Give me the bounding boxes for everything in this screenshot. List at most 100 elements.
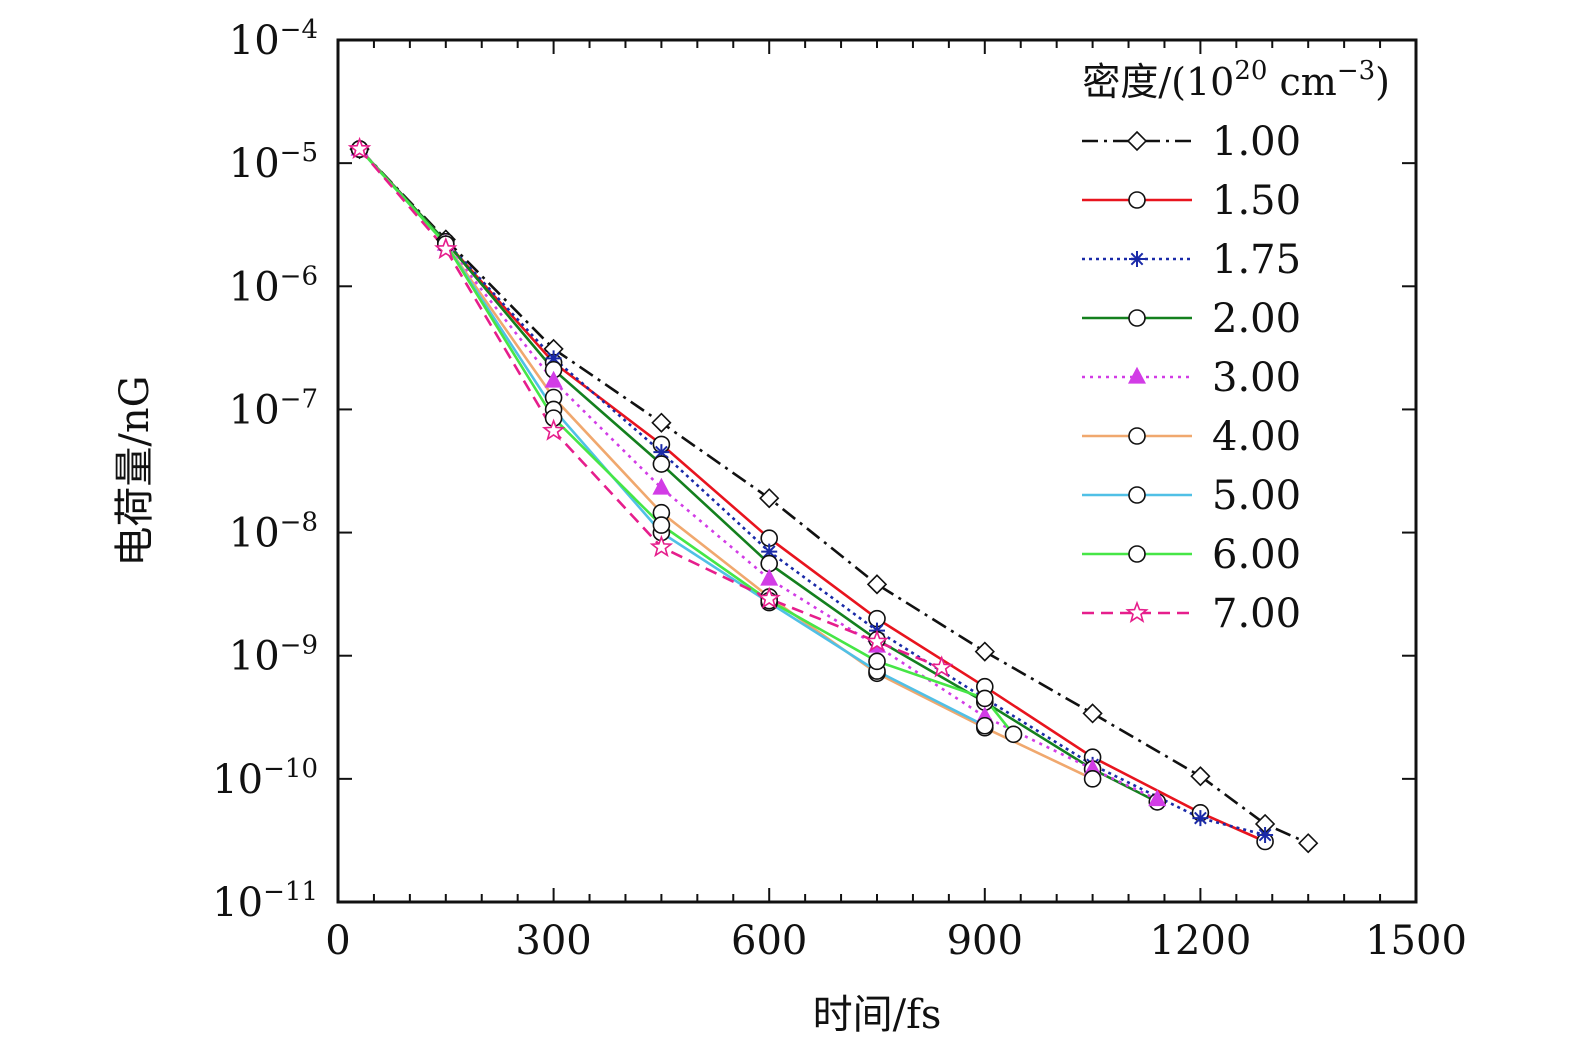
legend-item-1.50: 1.50 — [1082, 178, 1301, 224]
legend-marker — [1128, 191, 1146, 209]
y-tick-base: 10 — [229, 18, 280, 64]
data-point-1.00 — [1082, 703, 1103, 724]
data-point-7.00 — [865, 629, 889, 652]
series-markers-2.00 — [350, 140, 1167, 811]
y-tick-label: 10−10 — [212, 754, 318, 803]
x-tick-label: 600 — [731, 918, 807, 964]
series-7.00 — [358, 148, 943, 669]
legend-label: 1.50 — [1212, 178, 1301, 224]
series-markers-7.00 — [347, 136, 954, 678]
plot-frame — [336, 38, 1418, 904]
data-point-1.00 — [866, 574, 888, 595]
data-point-3.00 — [544, 370, 563, 388]
data-point-7.00 — [541, 418, 566, 441]
series-line-6.00 — [358, 148, 1015, 736]
y-tick-label: 10−5 — [229, 138, 318, 187]
legend-marker — [1128, 486, 1146, 504]
legend-item-7.00: 7.00 — [1082, 591, 1301, 637]
data-point-1.75 — [653, 444, 670, 461]
x-tick-label: 300 — [515, 918, 591, 964]
x-tick-label: 0 — [325, 918, 350, 964]
y-tick-exponent: −7 — [280, 384, 318, 414]
data-point-1.00 — [759, 488, 780, 509]
legend-item-3.00: 3.00 — [1082, 355, 1301, 401]
data-point-1.00 — [651, 412, 672, 433]
x-tick-labels: 0 300 600 900 1200 1500 — [325, 918, 1467, 964]
x-tick-label: 1500 — [1365, 918, 1467, 964]
series-1.75 — [358, 148, 1266, 837]
y-tick-base: 10 — [229, 511, 280, 557]
legend-items: 1.00 1.50 1.75 2.00 3.00 4.00 5.00 6.00 7.00 — [1082, 119, 1301, 637]
data-point-7.00 — [649, 534, 674, 558]
data-point-3.00 — [760, 568, 779, 586]
data-point-6.00 — [975, 689, 994, 708]
data-point-1.75 — [1192, 810, 1209, 827]
legend-item-1.75: 1.75 — [1082, 237, 1301, 283]
y-tick-label: 10−4 — [229, 15, 318, 64]
legend-marker — [1125, 600, 1149, 623]
y-tick-base: 10 — [229, 634, 280, 680]
data-point-1.00 — [1298, 833, 1319, 854]
legend-title: 密度/(1020 cm−3) — [1082, 56, 1390, 104]
series-line-7.00 — [358, 148, 943, 669]
legend-label: 4.00 — [1212, 414, 1301, 460]
series-line-5.00 — [358, 148, 986, 727]
data-point-1.75 — [545, 350, 562, 367]
y-tick-exponent: −8 — [280, 508, 318, 538]
x-tick-label: 900 — [947, 918, 1023, 964]
data-point-6.00 — [652, 516, 671, 534]
data-point-3.00 — [1148, 789, 1167, 807]
series-line-1.00 — [358, 148, 1309, 845]
y-axis-title: 电荷量/nG — [112, 375, 158, 566]
data-point-1.75 — [761, 543, 778, 560]
series-line-1.50 — [358, 148, 1266, 843]
y-tick-label: 10−8 — [229, 508, 318, 557]
data-point-1.00 — [1190, 766, 1211, 787]
data-point-1.00 — [974, 641, 995, 662]
series-2.00 — [358, 148, 1158, 804]
x-tick-label: 1200 — [1150, 918, 1252, 964]
legend-marker — [1126, 130, 1148, 152]
plot-layer — [347, 136, 1319, 854]
legend-label: 3.00 — [1212, 355, 1301, 401]
y-tick-base: 10 — [229, 264, 280, 310]
x-axis-title: 时间/fs — [813, 992, 942, 1038]
legend-label: 1.00 — [1212, 119, 1301, 165]
data-point-7.00 — [929, 655, 954, 678]
legend-label: 5.00 — [1212, 473, 1301, 519]
legend-item-4.00: 4.00 — [1082, 414, 1301, 460]
y-tick-label: 10−7 — [229, 384, 318, 433]
ticks-layer — [337, 39, 1417, 903]
legend-item-6.00: 6.00 — [1082, 532, 1301, 578]
y-tick-exponent: −5 — [280, 138, 318, 168]
data-point-3.00 — [652, 477, 671, 495]
y-tick-label: 10−6 — [229, 261, 318, 310]
series-markers-5.00 — [350, 140, 994, 735]
legend-item-2.00: 2.00 — [1082, 296, 1301, 342]
y-tick-exponent: −11 — [263, 877, 318, 907]
legend-marker — [1128, 366, 1146, 384]
data-point-7.00 — [347, 136, 372, 160]
y-tick-base: 10 — [212, 757, 263, 803]
series-5.00 — [358, 148, 986, 727]
data-point-1.75 — [1257, 827, 1274, 844]
legend-marker — [1128, 309, 1146, 327]
y-tick-label: 10−11 — [212, 877, 318, 926]
y-tick-exponent: −6 — [280, 261, 318, 291]
legend: 密度/(1020 cm−3) 1.00 1.50 1.75 2.00 3.00 4.00 5… — [1082, 56, 1390, 637]
series-line-2.00 — [358, 148, 1158, 804]
data-point-6.00 — [868, 652, 886, 671]
series-1.00 — [358, 148, 1309, 845]
data-point-7.00 — [757, 586, 781, 609]
y-tick-exponent: −9 — [280, 631, 318, 661]
series-markers-3.00 — [350, 138, 1167, 807]
data-point-2.00 — [652, 455, 671, 473]
series-line-1.75 — [358, 148, 1266, 837]
data-point-6.00 — [1004, 725, 1023, 744]
legend-item-1.00: 1.00 — [1082, 119, 1301, 165]
y-tick-exponent: −4 — [280, 15, 318, 45]
y-tick-label: 10−9 — [229, 631, 318, 680]
legend-label: 2.00 — [1212, 296, 1301, 342]
